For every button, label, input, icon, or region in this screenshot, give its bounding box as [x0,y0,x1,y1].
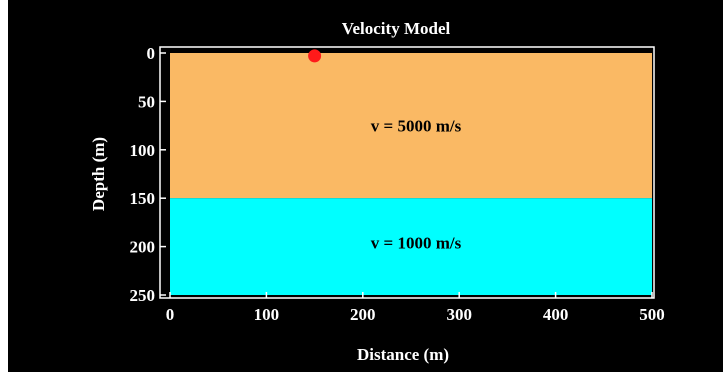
velocity-model-figure: Velocity Model 0 100 200 300 400 500 0 50 100 15… [8,0,723,372]
y-tick-label: 0 [147,44,156,63]
y-tick-label: 150 [130,189,156,208]
layer-2-label: v = 1000 m/s [371,234,462,253]
layer-labels: v = 5000 m/s v = 1000 m/s [371,117,462,253]
y-tick-label: 100 [130,141,156,160]
plot-frame [159,46,655,299]
plot-title: Velocity Model [342,19,451,38]
source-marker [308,49,322,63]
x-tick-label: 500 [639,305,665,324]
layer-2-fill [170,198,652,295]
y-axis-ticks: 0 50 100 150 200 250 [130,44,166,305]
layers-group [170,53,652,295]
layer-1-label: v = 5000 m/s [371,117,462,136]
plot-canvas: Velocity Model 0 100 200 300 400 500 0 50 100 15… [89,19,665,364]
x-tick-label: 100 [254,305,280,324]
x-axis-ticks: 0 100 200 300 400 500 [166,292,665,324]
x-axis-label: Distance (m) [357,345,449,364]
y-tick-label: 50 [138,92,155,111]
x-tick-label: 0 [166,305,175,324]
x-tick-label: 200 [350,305,376,324]
y-tick-label: 250 [130,286,156,305]
x-tick-label: 400 [543,305,569,324]
layer-1-fill [170,53,652,199]
x-tick-label: 300 [446,305,472,324]
y-axis-label: Depth (m) [89,137,108,211]
y-tick-label: 200 [130,238,156,257]
